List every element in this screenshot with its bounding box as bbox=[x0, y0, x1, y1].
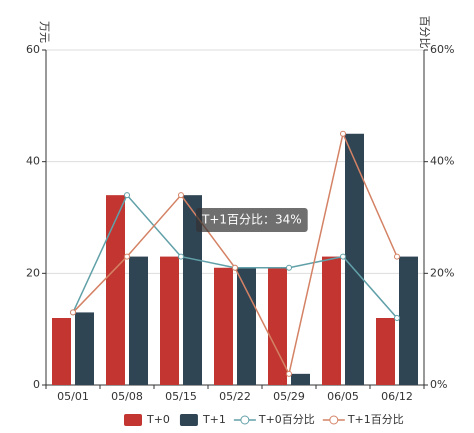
x-tick-label: 05/15 bbox=[165, 390, 197, 403]
point bbox=[340, 130, 346, 137]
bar bbox=[237, 267, 256, 385]
point bbox=[394, 315, 400, 321]
legend-item: T+0百分比 bbox=[233, 413, 315, 426]
point bbox=[70, 309, 76, 316]
legend-label: T+0 bbox=[146, 413, 170, 426]
point bbox=[340, 253, 346, 260]
legend-item: T+1 bbox=[179, 413, 226, 426]
bar bbox=[129, 256, 148, 385]
y2-tick-label: 0% bbox=[430, 378, 447, 391]
bar bbox=[214, 267, 233, 385]
bar bbox=[322, 256, 341, 385]
bar bbox=[268, 267, 287, 385]
y2-tick-label: 20% bbox=[430, 266, 454, 279]
bar bbox=[75, 312, 94, 385]
bar bbox=[52, 318, 71, 385]
point bbox=[178, 192, 184, 199]
point bbox=[124, 192, 130, 199]
bar bbox=[291, 373, 310, 385]
y2-axis-label: 百分比 bbox=[418, 16, 431, 49]
legend-item: T+0 bbox=[124, 413, 170, 426]
bar bbox=[106, 195, 125, 385]
bar bbox=[376, 318, 395, 385]
legend-label: T+0百分比 bbox=[258, 413, 315, 426]
x-tick-label: 05/22 bbox=[219, 390, 251, 403]
legend-item: T+1百分比 bbox=[322, 413, 404, 426]
legend-swatch bbox=[179, 414, 198, 426]
tooltip-box bbox=[196, 208, 308, 232]
y-tick-label: 60 bbox=[26, 43, 40, 56]
point bbox=[286, 370, 292, 377]
y-axis-label: 万元 bbox=[38, 21, 51, 43]
x-tick-label: 05/01 bbox=[57, 390, 89, 403]
point bbox=[124, 253, 130, 260]
point bbox=[232, 264, 238, 271]
tooltip: T+1百分比：34% bbox=[196, 208, 308, 232]
point bbox=[178, 253, 184, 260]
y-tick-label: 20 bbox=[26, 266, 40, 279]
x-tick-label: 05/29 bbox=[273, 390, 305, 403]
bar bbox=[160, 256, 179, 385]
legend-label: T+1 bbox=[202, 413, 226, 426]
legend-swatch bbox=[124, 414, 142, 426]
legend-swatch bbox=[329, 415, 339, 425]
tooltip-text: T+1百分比：34% bbox=[201, 213, 302, 227]
legend-label: T+1百分比 bbox=[347, 413, 404, 426]
legend-swatch bbox=[240, 415, 250, 425]
y2-tick-label: 60% bbox=[430, 43, 454, 56]
point bbox=[286, 264, 292, 271]
y2-tick-label: 40% bbox=[430, 155, 454, 168]
y-tick-label: 40 bbox=[26, 155, 40, 168]
bar bbox=[399, 256, 418, 385]
point bbox=[394, 253, 400, 260]
bar bbox=[345, 133, 364, 385]
x-tick-label: 05/08 bbox=[111, 390, 143, 403]
y-tick-label: 0 bbox=[33, 378, 40, 391]
x-tick-label: 06/05 bbox=[327, 390, 359, 403]
x-tick-label: 06/12 bbox=[381, 390, 413, 403]
bar bbox=[183, 195, 202, 385]
